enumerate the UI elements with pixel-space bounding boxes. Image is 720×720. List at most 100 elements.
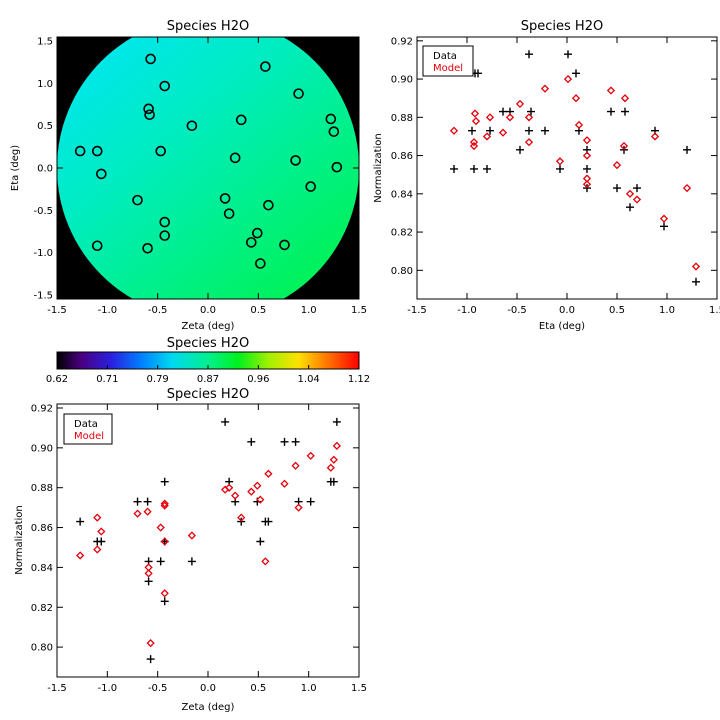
zeta-y-tick-label: 0.86: [31, 523, 53, 534]
zeta-model-point: [231, 491, 240, 500]
map-point: [132, 194, 143, 206]
eta-legend: Data Model: [422, 45, 474, 77]
map-point: [95, 168, 107, 180]
zeta-y-tick-label: 0.84: [31, 563, 53, 574]
eta-model-point: [524, 113, 534, 122]
zeta-model-point: [253, 481, 262, 490]
eta-model-point: [691, 262, 701, 271]
map-point: [245, 237, 257, 248]
map-point: [293, 88, 304, 99]
eta-ylabel: Normalization: [373, 133, 384, 203]
eta-data-point: [607, 107, 615, 116]
map-point: [279, 239, 290, 251]
zeta-model-point: [160, 499, 169, 508]
zeta-model-point: [143, 507, 152, 516]
map-point: [159, 216, 171, 228]
eta-y-axis: 0.80 0.82 0.84 0.86 0.88 0.90 0.92: [391, 36, 717, 277]
zeta-model-point: [291, 461, 300, 470]
zeta-x-tick-label: -1.0: [98, 683, 118, 694]
map-ylabel: Eta (deg): [10, 145, 21, 191]
zeta-data-point: [291, 437, 300, 446]
map-point: [155, 145, 166, 157]
zeta-data-point: [160, 477, 169, 486]
map-x-tick-label: -0.5: [148, 305, 168, 316]
eta-data-point: [572, 69, 580, 78]
colorbar-tick-label: 1.04: [298, 374, 320, 385]
map-title: Species H2O: [167, 19, 249, 34]
map-point: [159, 230, 171, 241]
eta-model-point: [582, 180, 592, 189]
eta-data-point: [621, 107, 629, 116]
zeta-x-axis: -1.5 -1.0 -0.5 0.0 0.5 1.0 1.5: [47, 404, 367, 694]
zeta-data-point: [156, 557, 165, 566]
eta-x-tick-label: 0.5: [609, 305, 625, 316]
zeta-model-point: [93, 513, 102, 522]
eta-x-tick-label: 1.5: [709, 305, 720, 316]
eta-model-point: [540, 84, 550, 93]
zeta-data-point: [306, 497, 315, 506]
eta-x-axis: -1.5 -1.0 -0.5 0.0 0.5 1.0 1.5: [407, 37, 720, 316]
zeta-ylabel: Normalization: [14, 505, 25, 575]
map-x-tick-label: -1.0: [98, 305, 118, 316]
eta-x-tick-label: -1.5: [407, 305, 427, 316]
map-y-tick-label: 1.5: [37, 37, 53, 48]
eta-x-tick-label: 1.0: [659, 305, 675, 316]
map-y-axis: -1.5 -1.0 -0.5 0.0 0.5 1.0 1.5: [33, 37, 359, 301]
zeta-model-point: [133, 509, 142, 518]
eta-title: Species H2O: [521, 19, 603, 34]
eta-data-point: [499, 107, 507, 116]
map-point: [91, 240, 103, 252]
eta-model-point: [606, 86, 616, 95]
map-panel: Species H2O -1.5 -1.0 -0.5 0.0 0.5 1.0 1.5 -1.…: [10, 19, 367, 332]
map-x-tick-label: 1.5: [351, 305, 367, 316]
map-point: [219, 193, 231, 204]
eta-data-point: [660, 222, 668, 231]
map-point: [325, 113, 337, 125]
map-point: [260, 61, 271, 72]
eta-model-point: [625, 189, 635, 198]
map-point: [186, 120, 198, 132]
eta-data-point: [525, 126, 533, 135]
eta-model-point: [471, 117, 481, 126]
map-point: [290, 155, 301, 166]
eta-data-point: [486, 126, 494, 135]
map-point: [305, 181, 316, 192]
zeta-model-point: [306, 451, 315, 460]
eta-model-point: [620, 94, 630, 103]
map-point: [142, 242, 153, 254]
zeta-model-point: [247, 487, 256, 496]
zeta-x-tick-label: 0.5: [250, 683, 266, 694]
eta-model-point: [524, 138, 534, 147]
zeta-y-tick-label: 0.90: [31, 443, 53, 454]
zeta-legend-box: [63, 413, 113, 445]
map-x-tick-label: 1.0: [301, 305, 317, 316]
map-point: [143, 103, 154, 115]
zeta-x-tick-label: -0.5: [148, 683, 168, 694]
zeta-data-point: [264, 517, 273, 526]
zeta-data-point: [280, 437, 289, 446]
eta-model-point: [449, 126, 459, 135]
zeta-data-point: [187, 557, 196, 566]
map-y-tick-label: 1.0: [37, 79, 53, 90]
map-y-tick-label: -0.5: [33, 206, 53, 217]
zeta-data-point: [76, 517, 85, 526]
map-point: [223, 208, 235, 219]
colorbar-tick-label: 0.62: [46, 374, 68, 385]
zeta-y-tick-label: 0.88: [31, 483, 53, 494]
eta-model-point: [619, 141, 629, 151]
eta-data-point: [583, 164, 591, 173]
eta-data-point: [683, 145, 691, 154]
zeta-y-tick-label: 0.92: [31, 403, 53, 414]
map-point: [328, 126, 340, 137]
eta-model-point: [469, 141, 479, 151]
colorbar-panel: Species H2O 0.62 0.71 0.79 0.87 0.96 1.04 1.12: [46, 336, 370, 385]
colorbar-tick-label: 1.12: [348, 374, 370, 385]
eta-model-point: [632, 195, 642, 204]
eta-x-tick-label: -0.5: [507, 305, 527, 316]
zeta-model-point: [225, 483, 234, 492]
map-point: [229, 152, 241, 164]
eta-data-point: [692, 277, 700, 286]
eta-model-point: [574, 120, 584, 130]
map-point: [159, 80, 171, 92]
